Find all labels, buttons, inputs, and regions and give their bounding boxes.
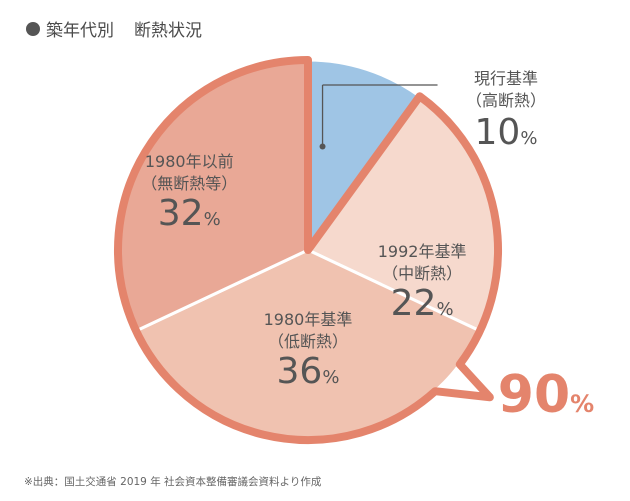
chart-title: 築年代別 断熱状況 bbox=[26, 16, 202, 41]
slice-label-subtitle: （無断熱等） bbox=[141, 174, 237, 193]
slice-label-4: 1980年以前 （無断熱等）32% bbox=[141, 152, 237, 234]
slice-label-title: 1992年基準 bbox=[378, 242, 467, 261]
callout-90-percent: 90% bbox=[498, 365, 594, 425]
chart-title-text: 築年代別 bbox=[46, 21, 114, 41]
slice-label-title: 1980年基準 bbox=[264, 310, 353, 329]
slice-label-2: 1992年基準 （中断熱）22% bbox=[378, 242, 467, 324]
slice-value: 36% bbox=[277, 351, 340, 392]
slice-value: 10% bbox=[475, 112, 538, 153]
source-note: ※出典：国土交通省 2019 年 社会資本整備審議会資料より作成 bbox=[24, 476, 322, 488]
slice-label-title: 1980年以前 bbox=[145, 152, 234, 171]
slice-label-subtitle: （低断熱） bbox=[268, 332, 348, 351]
slice-label-1: 現行基準 （高断熱） 10% bbox=[466, 69, 546, 153]
bullet-icon bbox=[26, 21, 40, 36]
slice-label-subtitle: （中断熱） bbox=[382, 264, 462, 283]
chart-subtitle: 断熱状況 bbox=[134, 21, 202, 41]
leader-dot bbox=[319, 143, 326, 150]
slice-label-title: 現行基準 bbox=[474, 69, 538, 88]
slice-label-subtitle: （高断熱） bbox=[466, 91, 546, 110]
slice-value: 22% bbox=[391, 283, 454, 324]
pie-slice-1 bbox=[306, 58, 422, 255]
high-risk-outline bbox=[114, 56, 502, 444]
slice-value: 32% bbox=[158, 193, 221, 234]
slice-label-3: 1980年基準 （低断熱）36% bbox=[264, 310, 353, 392]
